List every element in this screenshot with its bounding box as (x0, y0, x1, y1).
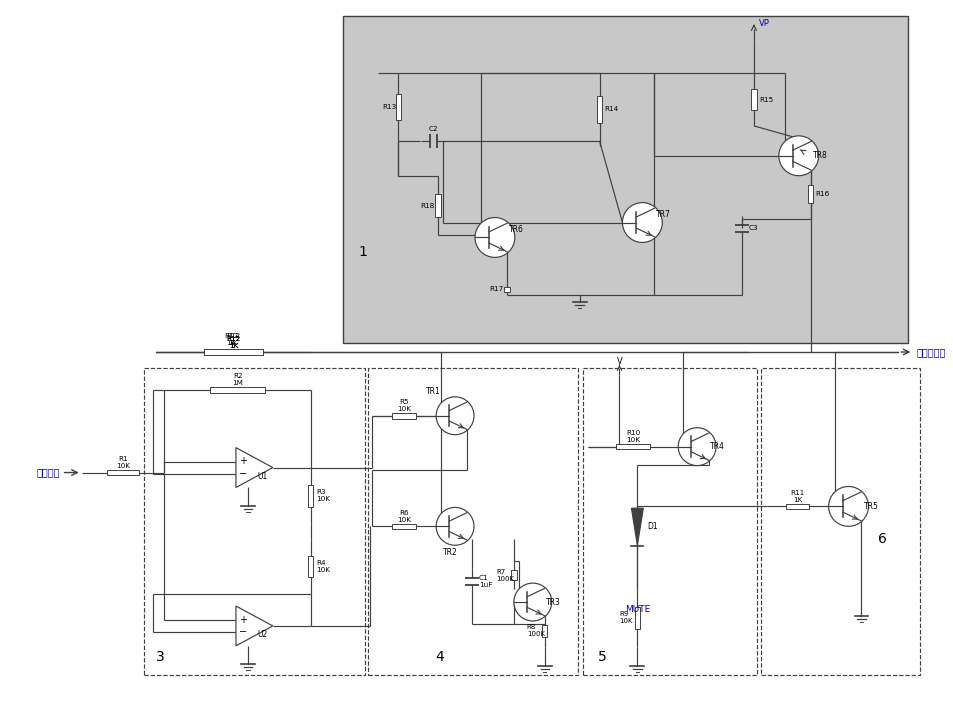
Text: 信号输出端: 信号输出端 (915, 347, 944, 357)
Text: R15: R15 (758, 97, 772, 103)
Bar (392, 523, 416, 529)
Bar (204, 350, 262, 355)
Text: 1: 1 (358, 246, 367, 259)
Text: TR8: TR8 (812, 151, 826, 160)
Circle shape (514, 583, 551, 621)
Bar (750, 90, 756, 110)
Bar (204, 350, 262, 355)
Text: TR7: TR7 (656, 210, 671, 219)
Text: TR4: TR4 (709, 442, 724, 451)
Text: R12
1K: R12 1K (226, 333, 240, 345)
Text: 4: 4 (435, 650, 443, 664)
Bar (107, 470, 138, 476)
Text: R3
10K: R3 10K (316, 489, 331, 503)
Bar (807, 185, 813, 204)
Text: TR6: TR6 (508, 225, 523, 234)
Bar (582, 368, 756, 675)
Text: VP: VP (758, 19, 769, 28)
Text: R16: R16 (815, 191, 829, 197)
Text: 5: 5 (597, 650, 606, 664)
Circle shape (475, 218, 515, 257)
Text: R12
1K: R12 1K (226, 335, 240, 349)
Text: R11
1K: R11 1K (790, 490, 804, 503)
Text: R12
1K: R12 1K (226, 335, 240, 349)
Bar (435, 194, 440, 217)
Text: R17: R17 (489, 286, 502, 292)
Text: R14: R14 (604, 107, 618, 112)
Bar (308, 556, 314, 577)
Circle shape (778, 136, 818, 176)
Text: V: V (616, 357, 621, 367)
Text: R7
100K: R7 100K (496, 569, 514, 582)
Bar (144, 368, 365, 675)
Text: MUTE: MUTE (624, 604, 649, 614)
Circle shape (678, 428, 716, 466)
Text: TR2: TR2 (442, 548, 457, 557)
Polygon shape (631, 508, 642, 545)
Text: 3: 3 (156, 650, 165, 664)
Circle shape (436, 508, 474, 545)
Text: R12
1K: R12 1K (224, 333, 238, 345)
Bar (503, 287, 509, 291)
Text: R2
1M: R2 1M (233, 373, 243, 387)
Text: R9
10K: R9 10K (618, 612, 632, 624)
Bar (342, 16, 907, 343)
Text: −: − (238, 469, 247, 479)
Text: R13: R13 (382, 104, 396, 110)
Text: U1: U1 (257, 472, 268, 481)
Text: R18: R18 (419, 203, 434, 209)
Text: C3: C3 (748, 226, 758, 231)
Circle shape (828, 486, 867, 526)
Text: TR5: TR5 (862, 502, 878, 511)
Text: 6: 6 (878, 533, 886, 546)
Bar (368, 368, 577, 675)
Polygon shape (235, 606, 273, 646)
Circle shape (621, 203, 661, 243)
Text: D1: D1 (647, 523, 658, 531)
Bar (395, 94, 400, 120)
Text: +: + (238, 456, 247, 466)
Text: R10
10K: R10 10K (625, 430, 639, 443)
Bar (597, 95, 601, 123)
Text: C2: C2 (428, 126, 437, 132)
Bar (760, 368, 920, 675)
Text: TR3: TR3 (545, 597, 560, 607)
Text: 信号输入: 信号输入 (36, 468, 60, 478)
Text: −: − (238, 627, 247, 637)
Bar (392, 413, 416, 419)
Text: TR1: TR1 (425, 387, 440, 397)
Polygon shape (235, 448, 273, 488)
Bar (785, 503, 809, 509)
Bar (308, 485, 314, 507)
Circle shape (436, 397, 474, 435)
Text: U2: U2 (257, 630, 268, 639)
Text: C1
1uF: C1 1uF (478, 575, 492, 587)
Text: R8
100K: R8 100K (526, 624, 544, 637)
Bar (511, 570, 517, 580)
Text: R6
10K: R6 10K (396, 510, 411, 523)
Text: R5
10K: R5 10K (396, 399, 411, 412)
Bar (541, 625, 547, 637)
Text: R4
10K: R4 10K (316, 560, 331, 573)
Text: +: + (238, 614, 247, 624)
Bar (210, 387, 265, 392)
Text: R1
10K: R1 10K (115, 456, 130, 469)
Bar (615, 444, 649, 449)
Bar (634, 607, 639, 629)
